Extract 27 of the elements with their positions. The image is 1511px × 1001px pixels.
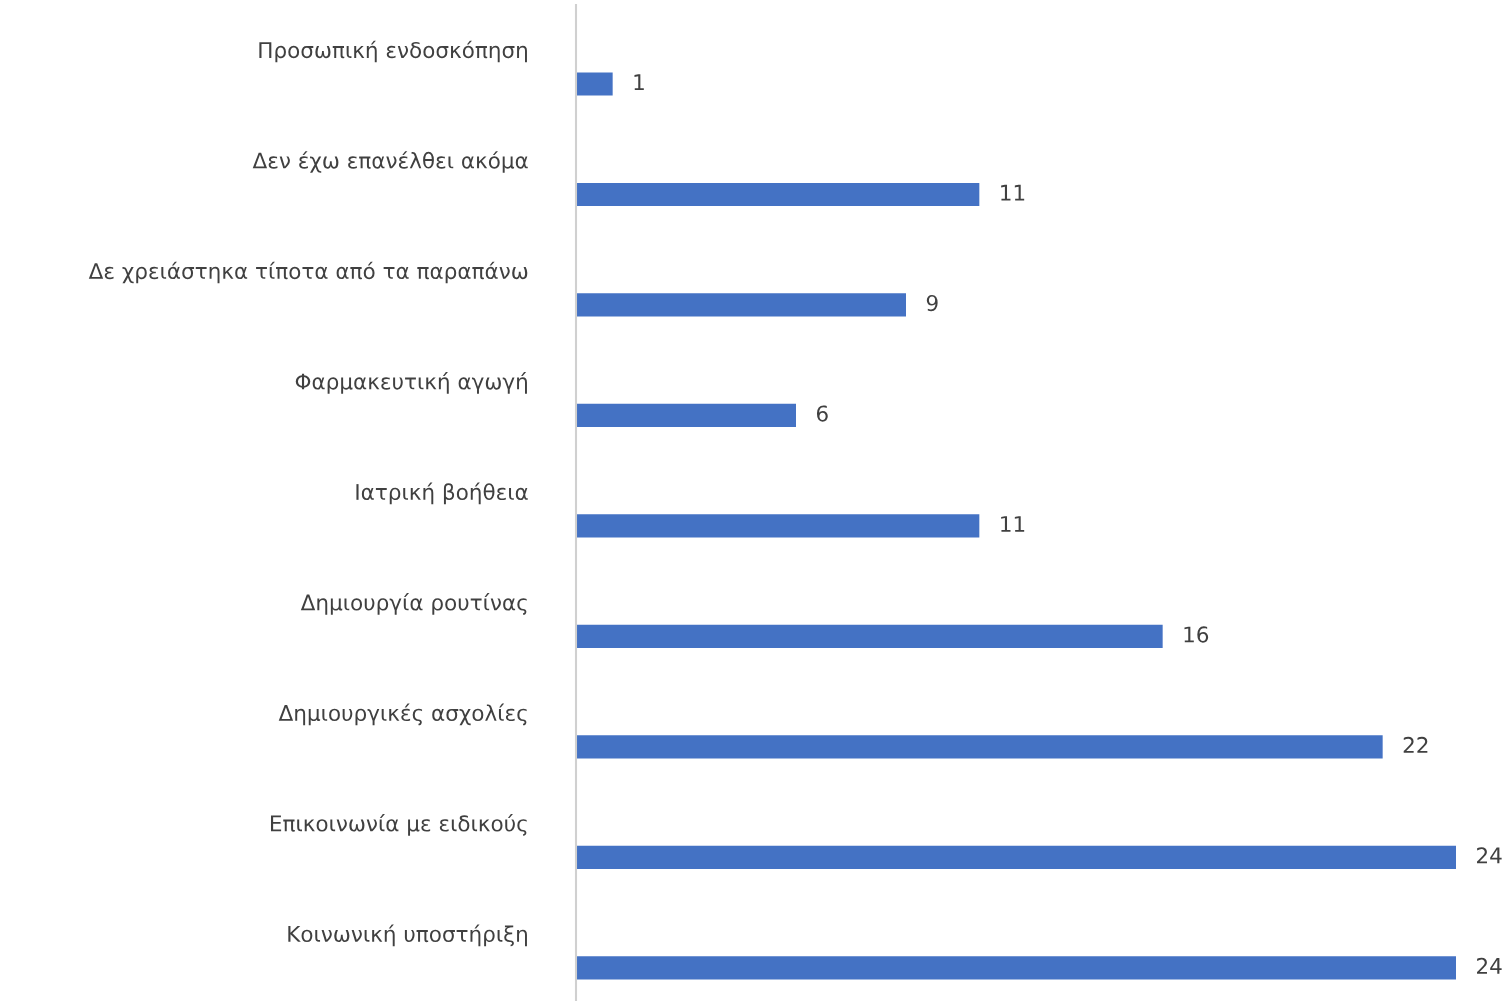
y-tick-label: Δημιουργικές ασχολίες [278, 703, 527, 726]
y-tick-label: Κοινωνική υποστήριξη [288, 924, 527, 947]
bar [576, 72, 613, 96]
y-tick-label: Δε χρειάστηκα τίποτα από τα παραπάνω [88, 261, 528, 284]
bar [576, 624, 1163, 649]
data-label: 24 [1477, 957, 1502, 974]
data-label: 24 [1477, 847, 1502, 864]
bar [576, 293, 906, 317]
bar [576, 182, 980, 207]
y-tick-label: Επικοινωνία με ειδικούς [271, 814, 527, 836]
y-tick-label: Δεν έχω επανέλθει ακόμα [252, 151, 528, 173]
data-label: 16 [1184, 626, 1209, 643]
data-label: 1 [634, 74, 644, 90]
data-label: 11 [1001, 516, 1025, 532]
data-label: 6 [816, 405, 828, 422]
bar [576, 514, 980, 538]
y-tick-label: Προσωπική ενδοσκόπηση [259, 40, 527, 63]
data-label: 22 [1403, 736, 1428, 753]
bar [576, 403, 796, 428]
bar [576, 845, 1456, 869]
y-tick-label: Δημιουργία ρουτίνας [300, 593, 527, 615]
data-label: 11 [1001, 184, 1025, 201]
y-tick-label: Ιατρική βοήθεια [356, 482, 528, 505]
y-tick-label: Φαρμακευτική αγωγή [295, 372, 527, 394]
bar [576, 735, 1383, 759]
bar [576, 956, 1456, 980]
data-label: 9 [926, 294, 938, 312]
